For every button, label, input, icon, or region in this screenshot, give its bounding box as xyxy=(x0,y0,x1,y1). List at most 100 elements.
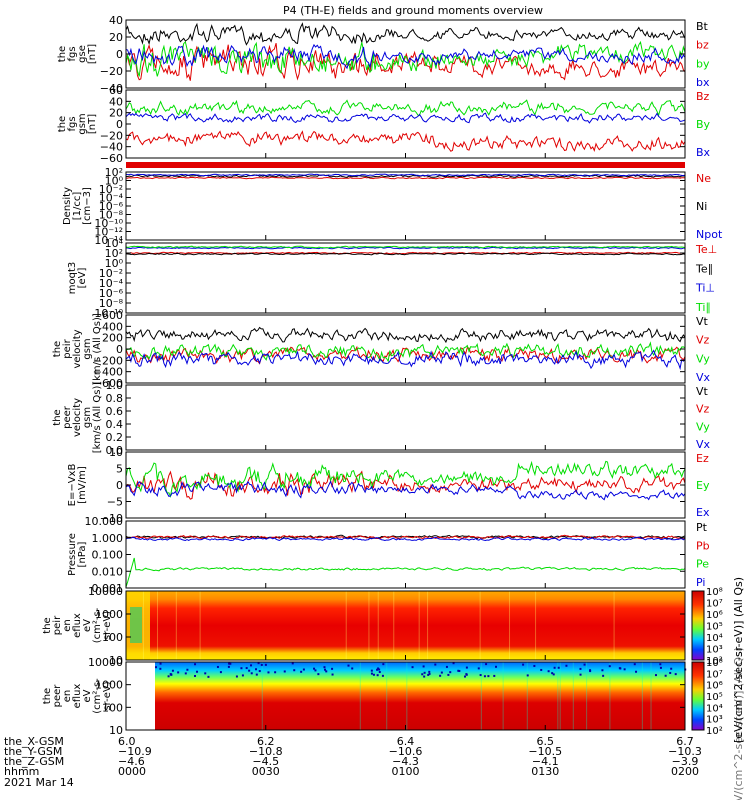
heatmap-speck xyxy=(623,668,626,671)
ylabel-line: peir xyxy=(62,338,73,358)
ytick-label: 200 xyxy=(102,332,123,345)
xaxis-z-gsm: −4.6 xyxy=(118,755,145,768)
ylabel-line: [km/s (All Qs)] xyxy=(92,313,103,385)
colorbar-tick-label: 10⁷ xyxy=(706,669,723,680)
xaxis-y-gsm: −10.3 xyxy=(668,745,702,758)
heatmap-speck xyxy=(155,666,158,669)
series-line-Te⊥ xyxy=(125,251,686,255)
colorbar-group: 10⁸10⁷10⁶10⁵10⁴10³10²10⁸10⁷10⁶10⁵10⁴10³1… xyxy=(691,577,745,800)
series-line-Bz xyxy=(125,130,686,152)
heatmap-speck xyxy=(477,667,480,670)
ytick-label: 10⁻⁴ xyxy=(99,277,124,290)
legend-Ni: Ni xyxy=(696,200,707,213)
heatmap-speck xyxy=(422,665,425,668)
ytick-label: 10000 xyxy=(88,656,123,669)
heatmap-speck xyxy=(184,672,187,675)
ylabel-line: [mV/m] xyxy=(77,466,88,504)
ytick-label: 1.0 xyxy=(106,379,124,392)
xaxis-row-label: the_Y-GSM xyxy=(4,745,62,758)
heatmap-speck xyxy=(493,674,496,677)
legend-Npot: Npot xyxy=(696,228,723,241)
legend-Te⊥: Te⊥ xyxy=(695,243,717,256)
ylabel-line: eV xyxy=(82,689,93,702)
heatmap-speck xyxy=(487,675,490,678)
heatmap-speck xyxy=(169,673,172,676)
ylabel-line: eflux xyxy=(72,684,83,709)
panel-ylabel: the fgs gse [nT] xyxy=(57,44,98,64)
ytick-label: 100 xyxy=(102,701,123,714)
heatmap-speck xyxy=(674,673,677,676)
heatmap-speck xyxy=(557,666,560,669)
heatmap-speck xyxy=(659,663,662,666)
heatmap-speck xyxy=(274,671,277,674)
ytick-label: 10.000 xyxy=(85,515,124,528)
legend-Vx: Vx xyxy=(696,438,711,451)
heatmap-speck xyxy=(664,674,667,677)
heatmap-speck xyxy=(313,667,316,670)
heatmap-speck xyxy=(540,668,543,671)
ytick-label: 0.001 xyxy=(92,582,124,595)
heatmap-speck xyxy=(439,674,442,677)
legend-Vt: Vt xyxy=(696,385,709,398)
heatmap-speck xyxy=(250,664,253,667)
xaxis-z-gsm: −3.9 xyxy=(672,755,699,768)
ytick-label: 1000 xyxy=(95,608,123,621)
ylabel-line: peer xyxy=(52,684,63,708)
heatmap-area xyxy=(126,591,685,660)
ytick-label: 10⁻¹⁰ xyxy=(94,217,123,230)
panel-ylabel: the peir en eflux eV (cm²-s-sr-eV) xyxy=(42,607,113,643)
legend-Ti⊥: Ti⊥ xyxy=(695,282,715,295)
ytick-label: 0.100 xyxy=(92,549,124,562)
heatmap-speck xyxy=(241,674,244,677)
xaxis-y-gsm: −10.6 xyxy=(389,745,423,758)
heatmap-speck xyxy=(240,667,243,670)
heatmap-feature xyxy=(130,607,142,643)
page-title: P4 (TH-E) fields and ground moments over… xyxy=(283,4,543,17)
ylabel-line: peer xyxy=(62,405,73,429)
series-line-Ti∥ xyxy=(125,245,686,249)
heatmap-speck xyxy=(378,671,381,674)
series-line-Pi xyxy=(125,536,686,542)
heatmap-speck xyxy=(159,667,162,670)
ytick-label: 20 xyxy=(109,31,123,44)
ytick-label: 5 xyxy=(116,463,123,476)
colorbar-tick-label: 10⁷ xyxy=(706,599,723,610)
colorbar-tick-label: 10⁶ xyxy=(706,610,723,621)
ytick-label: 10⁻¹² xyxy=(94,226,123,239)
ylabel-line: en xyxy=(62,619,73,632)
xaxis-x-gsm: 6.7 xyxy=(676,735,694,748)
heatmap-speck xyxy=(376,668,379,671)
heatmap-speck xyxy=(248,669,251,672)
legend-Pe: Pe xyxy=(696,558,709,571)
heatmap-speck xyxy=(579,667,582,670)
heatmap-speck xyxy=(255,673,258,676)
panel-ylabel: the peir velocity gsm [km/s (All Qs)] xyxy=(52,313,103,385)
heatmap-speck xyxy=(245,667,248,670)
heatmap-speck xyxy=(293,669,296,672)
heatmap-speck xyxy=(351,667,354,670)
ylabel-line: [eV] xyxy=(77,268,88,289)
ylabel-line: velocity xyxy=(72,329,83,368)
heatmap-speck xyxy=(291,662,294,665)
legend-Vx: Vx xyxy=(696,371,711,384)
series-line-Vx xyxy=(125,349,686,371)
panel-peir_eflux: the peir en eflux eV (cm²-s-sr-eV) 10000 1000 10… xyxy=(42,585,686,667)
ytick-label: 10² xyxy=(105,247,123,260)
ytick-label: 10000 xyxy=(88,585,123,598)
ylabel-line: [nPa] xyxy=(77,541,88,567)
ylabel-line: (cm²-s- xyxy=(92,678,103,714)
series-line-bx xyxy=(125,43,686,70)
legend-bx: bx xyxy=(696,76,710,89)
ytick-label: 10 xyxy=(109,654,123,667)
heatmap-area xyxy=(155,662,685,730)
series-line-Vt xyxy=(125,326,686,344)
ytick-label: −40 xyxy=(100,82,123,95)
heatmap-speck xyxy=(171,669,174,672)
heatmap-speck xyxy=(452,662,455,665)
legend-Vt: Vt xyxy=(696,315,709,328)
colorbar-tick-label: 10³ xyxy=(706,645,723,656)
colorbar-tick-label: 10⁶ xyxy=(706,681,723,692)
ytick-label: 10² xyxy=(105,166,123,179)
ylabel-line: the xyxy=(52,409,63,425)
